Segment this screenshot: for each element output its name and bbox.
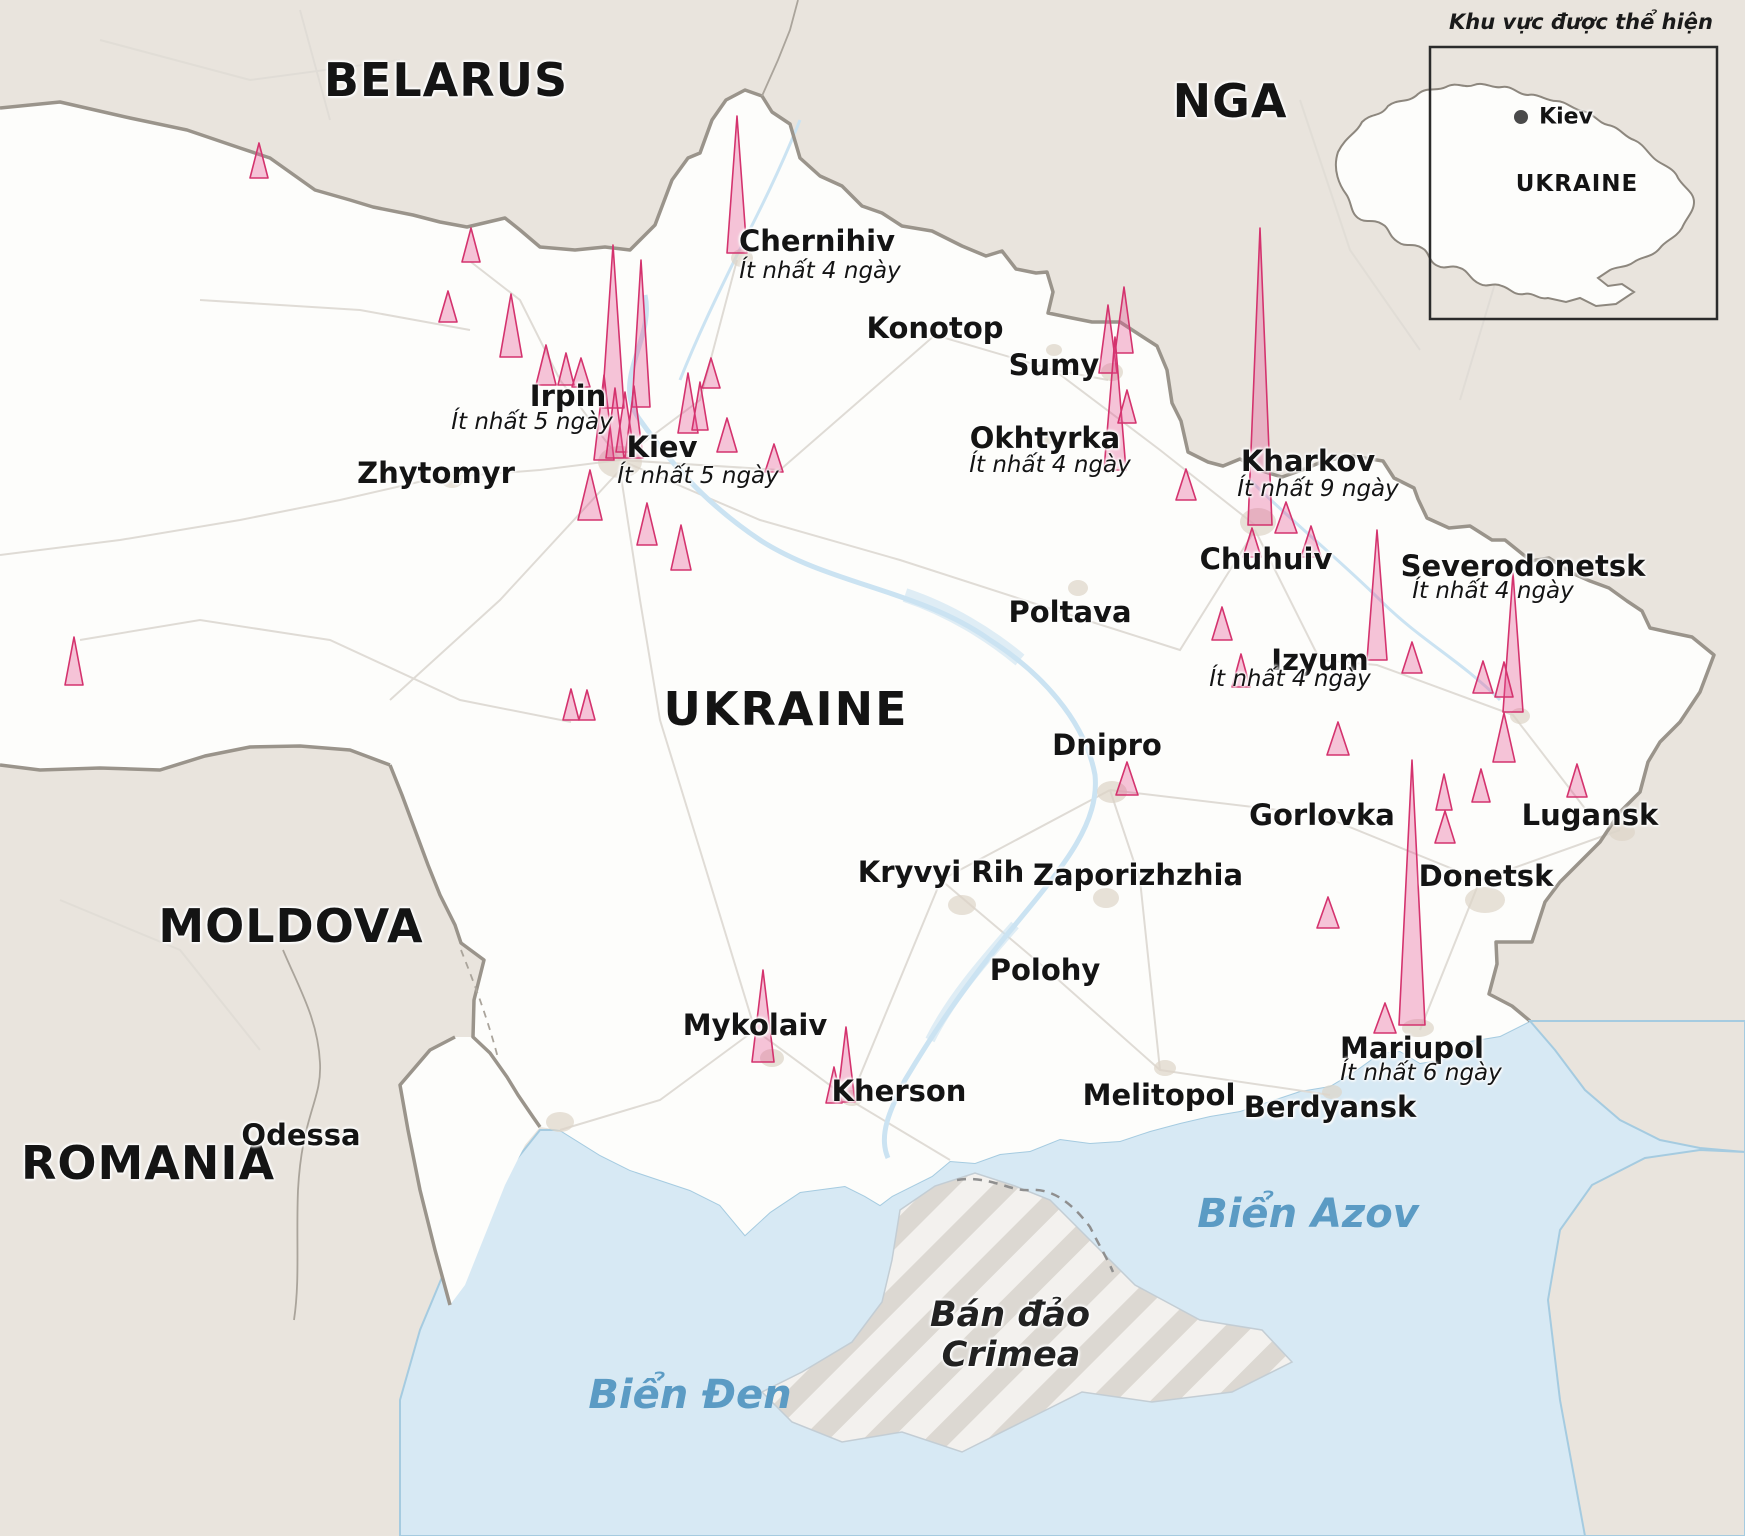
inset-map [1334, 45, 1719, 321]
strike-spike-0 [249, 142, 269, 179]
strike-spikes-layer [64, 115, 1588, 1104]
strike-spike-3 [499, 293, 523, 358]
strike-spike-40 [1472, 660, 1494, 694]
rivers [627, 119, 1502, 1159]
strike-spike-32 [1300, 525, 1322, 558]
strike-spike-35 [1231, 653, 1251, 688]
strike-spike-19 [636, 502, 658, 546]
strike-spike-34 [1211, 606, 1233, 641]
strike-spike-22 [578, 689, 596, 721]
strike-spike-44 [1566, 763, 1588, 798]
strike-spike-12 [624, 385, 644, 459]
strike-spike-16 [716, 417, 738, 453]
strike-spike-28 [1117, 389, 1137, 424]
strike-spike-49 [1434, 810, 1456, 844]
strike-spike-43 [1435, 773, 1453, 811]
strike-spike-15 [701, 357, 721, 389]
strike-spike-31 [1274, 501, 1298, 534]
strike-spike-8 [631, 259, 651, 408]
strike-spike-41 [1492, 712, 1516, 763]
strike-spike-26 [1114, 286, 1134, 354]
strike-spike-51 [751, 969, 775, 1063]
strike-spike-5 [557, 352, 575, 386]
strike-spike-30 [1247, 227, 1273, 526]
strike-spike-23 [64, 636, 84, 686]
strike-spike-20 [670, 524, 692, 571]
strike-spike-13 [677, 372, 699, 434]
strike-spike-53 [836, 1026, 856, 1103]
strike-spike-36 [1366, 529, 1388, 661]
russia-land-bottom-right [1546, 1148, 1745, 1536]
strike-spike-29 [1175, 468, 1197, 501]
strike-spike-4 [535, 344, 557, 386]
strike-spike-10 [605, 387, 625, 459]
strike-spike-50 [1115, 761, 1139, 796]
strike-spike-25 [1098, 304, 1118, 374]
strike-spike-14 [691, 381, 709, 431]
strike-spike-48 [1373, 1002, 1397, 1034]
strike-spike-6 [571, 357, 591, 388]
strike-spike-24 [726, 115, 748, 254]
crimea-hatched-area [760, 1172, 1294, 1453]
inset-kiev-dot [1514, 110, 1528, 124]
strike-spike-47 [1398, 759, 1426, 1026]
strike-spike-33 [1242, 527, 1262, 558]
road-network [0, 259, 1621, 1161]
strike-spike-1 [461, 227, 481, 263]
strike-spike-45 [1326, 721, 1350, 756]
strike-spike-37 [1401, 641, 1423, 674]
ukraine-territory [0, 90, 1714, 1305]
strike-spike-27 [1103, 336, 1127, 471]
strike-spike-18 [577, 469, 603, 521]
strike-spike-21 [562, 688, 580, 721]
strike-spike-2 [438, 290, 458, 323]
strike-spike-17 [764, 443, 784, 473]
inset-extent-box [1428, 45, 1719, 321]
secondary-borders [282, 0, 799, 1321]
inset-ukraine-shape [1334, 82, 1696, 308]
strike-spike-42 [1471, 768, 1491, 803]
crimea-admin-boundary [956, 1177, 1115, 1273]
urban-areas [441, 249, 1635, 1132]
strike-spike-46 [1316, 896, 1340, 929]
country-borders [0, 88, 1716, 1306]
strike-spike-39 [1494, 661, 1514, 698]
russia-coast-land [1527, 1020, 1745, 1154]
